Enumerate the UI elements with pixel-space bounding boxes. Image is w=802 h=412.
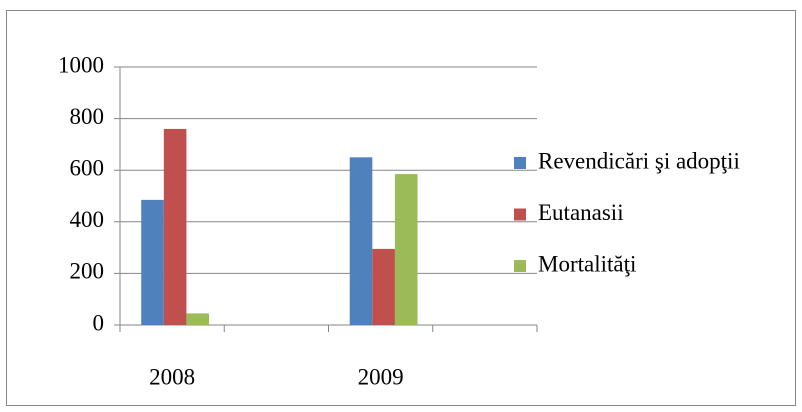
bar: [163, 128, 187, 325]
legend-swatch: [514, 157, 526, 169]
bar: [141, 199, 164, 325]
legend-swatch: [514, 208, 526, 221]
legend-label: Mortalităţi: [538, 251, 636, 276]
bar: [394, 174, 418, 325]
y-tick-label: 800: [70, 104, 105, 129]
x-tick-label: 2008: [149, 364, 195, 389]
bar: [372, 248, 395, 325]
y-tick-label: 400: [70, 207, 105, 232]
x-tick-label: 2009: [358, 364, 404, 389]
y-tick-label: 600: [70, 155, 105, 180]
y-tick-label: 200: [70, 259, 105, 284]
legend-swatch: [514, 260, 526, 272]
legend-label: Revendicări şi adopţii: [538, 148, 740, 173]
bar: [349, 157, 373, 325]
legend-label: Eutanasii: [538, 200, 624, 225]
y-tick-label: 0: [93, 310, 105, 335]
y-tick-label: 1000: [58, 52, 104, 77]
bar: [186, 313, 210, 325]
